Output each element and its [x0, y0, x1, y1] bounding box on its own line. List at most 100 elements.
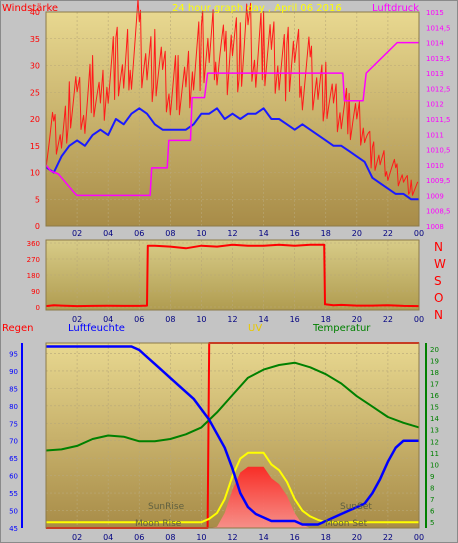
wind-tick-label: 0	[35, 222, 40, 231]
compass-w: W	[434, 257, 446, 271]
temperature-tick-label: 8	[430, 485, 434, 493]
x-tick-label: 18	[321, 315, 331, 324]
pressure-tick-label: 1009	[426, 192, 444, 200]
compass-n-bottom: N	[434, 308, 443, 322]
temperature-tick-label: 7	[430, 496, 434, 504]
sunrise-annotation: SunRise	[148, 502, 185, 512]
temperature-tick-label: 19	[430, 357, 439, 365]
temperature-tick-label: 9	[430, 473, 434, 481]
x-tick-label: 10	[196, 229, 206, 238]
solar-bars	[46, 466, 419, 528]
temperature-tick-label: 6	[430, 508, 435, 516]
x-tick-label: 16	[290, 533, 300, 542]
climate-plot-border	[45, 342, 420, 529]
direction-tick-label: 90	[31, 288, 40, 296]
humidity-tick-label: 50	[9, 508, 18, 516]
humidity-tick-label: 70	[9, 438, 18, 446]
x-tick-label: 00	[414, 533, 424, 542]
x-tick-label: 00	[414, 229, 424, 238]
x-tick-label: 02	[72, 229, 82, 238]
pressure-tick-label: 1012	[426, 101, 444, 109]
x-tick-label: 06	[134, 229, 144, 238]
wind-average-series	[45, 107, 419, 201]
uv-series	[46, 451, 419, 524]
pressure-tick-label: 1010	[426, 162, 444, 170]
moonset-annotation: Moon Set	[325, 519, 368, 529]
pressure-tick-label: 1008,5	[426, 208, 451, 216]
x-tick-label: 12	[227, 315, 237, 324]
temperature-tick-label: 17	[430, 380, 439, 388]
wind-tick-label: 25	[30, 88, 40, 97]
x-tick-label: 20	[352, 229, 362, 238]
wind-tick-label: 15	[30, 142, 40, 151]
x-tick-label: 20	[352, 315, 362, 324]
temperature-tick-label: 16	[430, 392, 439, 400]
x-tick-label: 02	[72, 315, 82, 324]
x-tick-label: 10	[196, 533, 206, 542]
x-tick-label: 02	[72, 533, 82, 542]
temperature-tick-label: 20	[430, 346, 439, 354]
humidity-label: Luftfeuchte	[68, 323, 125, 334]
moonrise-annotation: Moon Rise	[135, 519, 182, 529]
x-tick-label: 10	[196, 315, 206, 324]
humidity-tick-label: 75	[9, 420, 18, 428]
humidity-tick-label: 45	[9, 525, 18, 533]
wind-tick-label: 30	[30, 62, 40, 71]
pressure-tick-label: 1014	[426, 40, 444, 48]
humidity-tick-label: 60	[9, 473, 18, 481]
wind-tick-label: 20	[30, 115, 40, 124]
x-tick-label: 16	[290, 229, 300, 238]
humidity-tick-label: 65	[9, 455, 18, 463]
wind-tick-label: 35	[30, 35, 40, 44]
x-tick-label: 00	[414, 315, 424, 324]
direction-tick-label: 270	[27, 256, 40, 264]
humidity-tick-label: 90	[9, 368, 18, 376]
pressure-label: Luftdruck	[372, 3, 419, 14]
x-tick-label: 12	[227, 533, 237, 542]
pressure-tick-label: 1011	[426, 131, 444, 139]
wind-direction-plot-border	[45, 239, 420, 311]
rain-label: Regen	[2, 323, 34, 334]
x-tick-label: 06	[134, 533, 144, 542]
x-tick-label: 18	[321, 229, 331, 238]
x-tick-label: 06	[134, 315, 144, 324]
wind-tick-label: 40	[30, 8, 40, 17]
chart-title: 24 hour graph day , April 06 2016	[172, 3, 342, 14]
pressure-tick-label: 1013,5	[426, 55, 451, 63]
temperature-tick-label: 15	[430, 404, 439, 412]
humidity-tick-label: 95	[9, 350, 18, 358]
wind-tick-label: 10	[30, 169, 40, 178]
pressure-tick-label: 1012,5	[426, 85, 451, 93]
x-tick-label: 04	[103, 229, 113, 238]
temperature-series	[45, 361, 420, 452]
x-tick-label: 04	[103, 315, 113, 324]
pressure-tick-label: 1009,5	[426, 177, 451, 185]
humidity-tick-label: 80	[9, 403, 18, 411]
pressure-tick-label: 1015	[426, 9, 444, 17]
wind-pressure-plot-border	[45, 11, 420, 227]
temperature-tick-label: 5	[430, 519, 434, 527]
temperature-tick-label: 13	[430, 427, 439, 435]
pressure-tick-label: 1013	[426, 70, 444, 78]
direction-tick-label: 360	[27, 240, 40, 248]
compass-labels: N W S O N	[434, 240, 446, 322]
humidity-series	[46, 345, 419, 526]
pressure-tick-label: 1008	[426, 223, 444, 231]
pressure-tick-label: 1011,5	[426, 116, 451, 124]
x-tick-label: 20	[352, 533, 362, 542]
compass-o: O	[434, 291, 443, 305]
pressure-series	[45, 41, 419, 197]
compass-n-top: N	[434, 240, 443, 254]
pressure-tick-label: 1014,5	[426, 24, 451, 32]
compass-s: S	[434, 274, 442, 288]
x-tick-label: 12	[227, 229, 237, 238]
temperature-tick-label: 10	[430, 461, 439, 469]
x-tick-label: 18	[321, 533, 331, 542]
temperature-tick-label: 18	[430, 369, 439, 377]
x-tick-label: 08	[165, 315, 175, 324]
x-tick-label: 22	[383, 229, 393, 238]
temperature-tick-label: 12	[430, 438, 439, 446]
wind-direction-plot-area	[46, 240, 419, 310]
wind-direction-series	[45, 243, 420, 308]
